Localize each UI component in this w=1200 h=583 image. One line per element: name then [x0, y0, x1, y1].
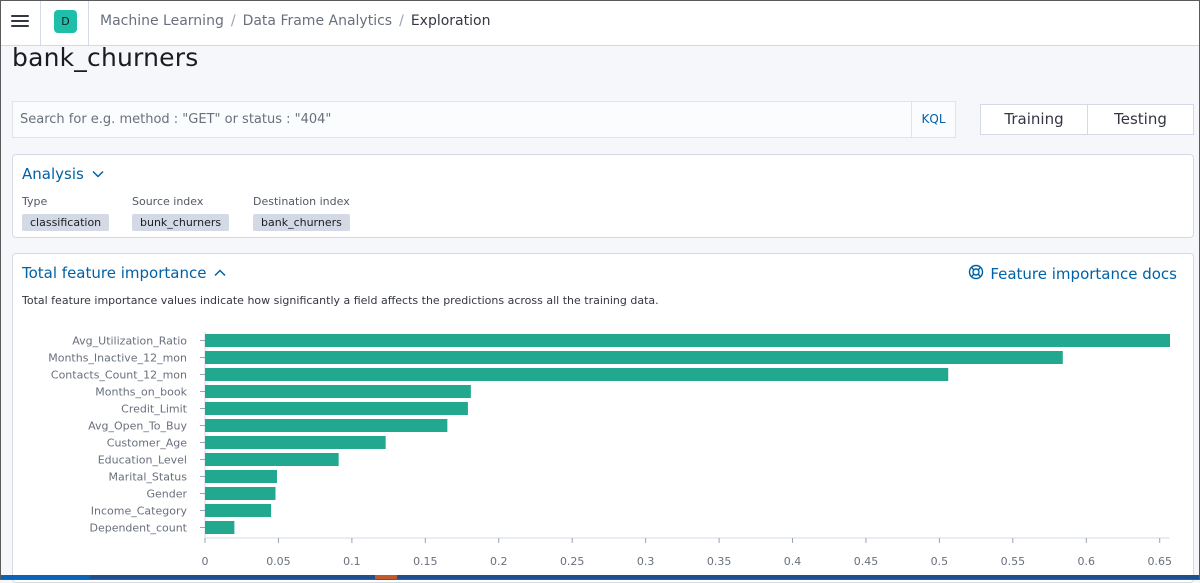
query-bar: KQL [12, 101, 956, 138]
testing-button[interactable]: Testing [1088, 104, 1194, 135]
y-tick-label: Marital_Status [109, 471, 188, 484]
y-tick-label: Customer_Age [107, 437, 187, 450]
stat-badge: classification [22, 214, 110, 231]
x-tick-label: 0.55 [1001, 555, 1026, 568]
breadcrumb: Machine Learning / Data Frame Analytics … [100, 13, 490, 29]
stat-type: Type classification [22, 195, 110, 231]
taskbar-segment [375, 575, 397, 580]
x-tick-label: 0.4 [784, 555, 802, 568]
taskbar-segment [90, 575, 375, 580]
breadcrumb-exploration: Exploration [410, 13, 491, 29]
breadcrumb-machine-learning[interactable]: Machine Learning [100, 13, 224, 29]
stat-label: Type [22, 195, 48, 208]
training-testing-toggle: Training Testing [980, 104, 1194, 135]
taskbar-strip [0, 575, 1200, 580]
chart-bar [205, 368, 949, 381]
y-tick-label: Income_Category [91, 505, 188, 518]
search-input[interactable] [13, 102, 911, 137]
chart-bar [205, 504, 272, 517]
x-tick-label: 0.25 [560, 555, 585, 568]
x-tick-label: 0.05 [266, 555, 291, 568]
docs-link-label: Feature importance docs [990, 265, 1177, 283]
y-tick-label: Credit_Limit [121, 403, 188, 416]
stat-label: Source index [132, 195, 204, 208]
stat-label: Destination index [253, 195, 350, 208]
chevron-up-icon [214, 269, 226, 277]
y-tick-label: Contacts_Count_12_mon [51, 369, 187, 382]
page-title: bank_churners [12, 43, 199, 72]
feature-importance-toggle[interactable]: Total feature importance [22, 264, 226, 282]
chart-bar [205, 487, 276, 500]
analysis-title: Analysis [22, 165, 84, 183]
feature-importance-title: Total feature importance [22, 264, 207, 282]
x-tick-label: 0.2 [490, 555, 508, 568]
taskbar-segment [397, 575, 1200, 580]
lifebuoy-icon [968, 264, 984, 284]
analysis-panel: Analysis Type classification Source inde… [12, 154, 1194, 238]
stat-destination-index: Destination index bank_churners [253, 195, 350, 231]
chart-bar [205, 436, 386, 449]
chart-bar [205, 402, 468, 415]
space-avatar[interactable]: D [54, 10, 77, 33]
y-tick-label: Avg_Open_To_Buy [88, 420, 187, 433]
x-tick-label: 0.1 [343, 555, 361, 568]
breadcrumb-data-frame-analytics[interactable]: Data Frame Analytics [242, 13, 393, 29]
breadcrumb-separator: / [230, 13, 236, 29]
x-tick-label: 0.6 [1078, 555, 1096, 568]
y-tick-label: Dependent_count [89, 522, 187, 535]
stat-badge: bunk_churners [132, 214, 230, 231]
y-tick-label: Months_on_book [95, 386, 187, 399]
y-tick-label: Gender [146, 488, 187, 501]
x-tick-label: 0.5 [931, 555, 949, 568]
y-tick-label: Education_Level [98, 454, 187, 467]
stat-source-index: Source index bunk_churners [132, 195, 230, 231]
x-tick-label: 0 [202, 555, 209, 568]
x-tick-label: 0.65 [1147, 555, 1172, 568]
chart-bar [205, 521, 235, 534]
x-tick-label: 0.3 [637, 555, 655, 568]
kql-button[interactable]: KQL [911, 102, 955, 137]
header-divider [40, 0, 41, 45]
hamburger-menu-icon[interactable] [11, 13, 29, 31]
feature-importance-docs-link[interactable]: Feature importance docs [968, 264, 1177, 284]
chart-bar [205, 453, 339, 466]
chart-bar [205, 334, 1170, 347]
top-header: D Machine Learning / Data Frame Analytic… [0, 0, 1200, 46]
header-divider [88, 0, 89, 45]
analysis-toggle[interactable]: Analysis [22, 165, 104, 183]
chart-bar [205, 470, 277, 483]
x-tick-label: 0.35 [707, 555, 732, 568]
training-button[interactable]: Training [980, 104, 1088, 135]
x-tick-label: 0.15 [413, 555, 438, 568]
y-tick-label: Avg_Utilization_Ratio [72, 335, 187, 348]
y-tick-label: Months_Inactive_12_mon [48, 352, 187, 365]
chart-bar [205, 351, 1063, 364]
x-tick-label: 0.45 [854, 555, 879, 568]
feature-importance-description: Total feature importance values indicate… [22, 294, 659, 307]
chevron-down-icon [92, 170, 104, 178]
stat-badge: bank_churners [253, 214, 350, 231]
chart-bar [205, 419, 448, 432]
chart-bar [205, 385, 471, 398]
breadcrumb-separator: / [399, 13, 404, 29]
taskbar-segment [0, 575, 90, 580]
